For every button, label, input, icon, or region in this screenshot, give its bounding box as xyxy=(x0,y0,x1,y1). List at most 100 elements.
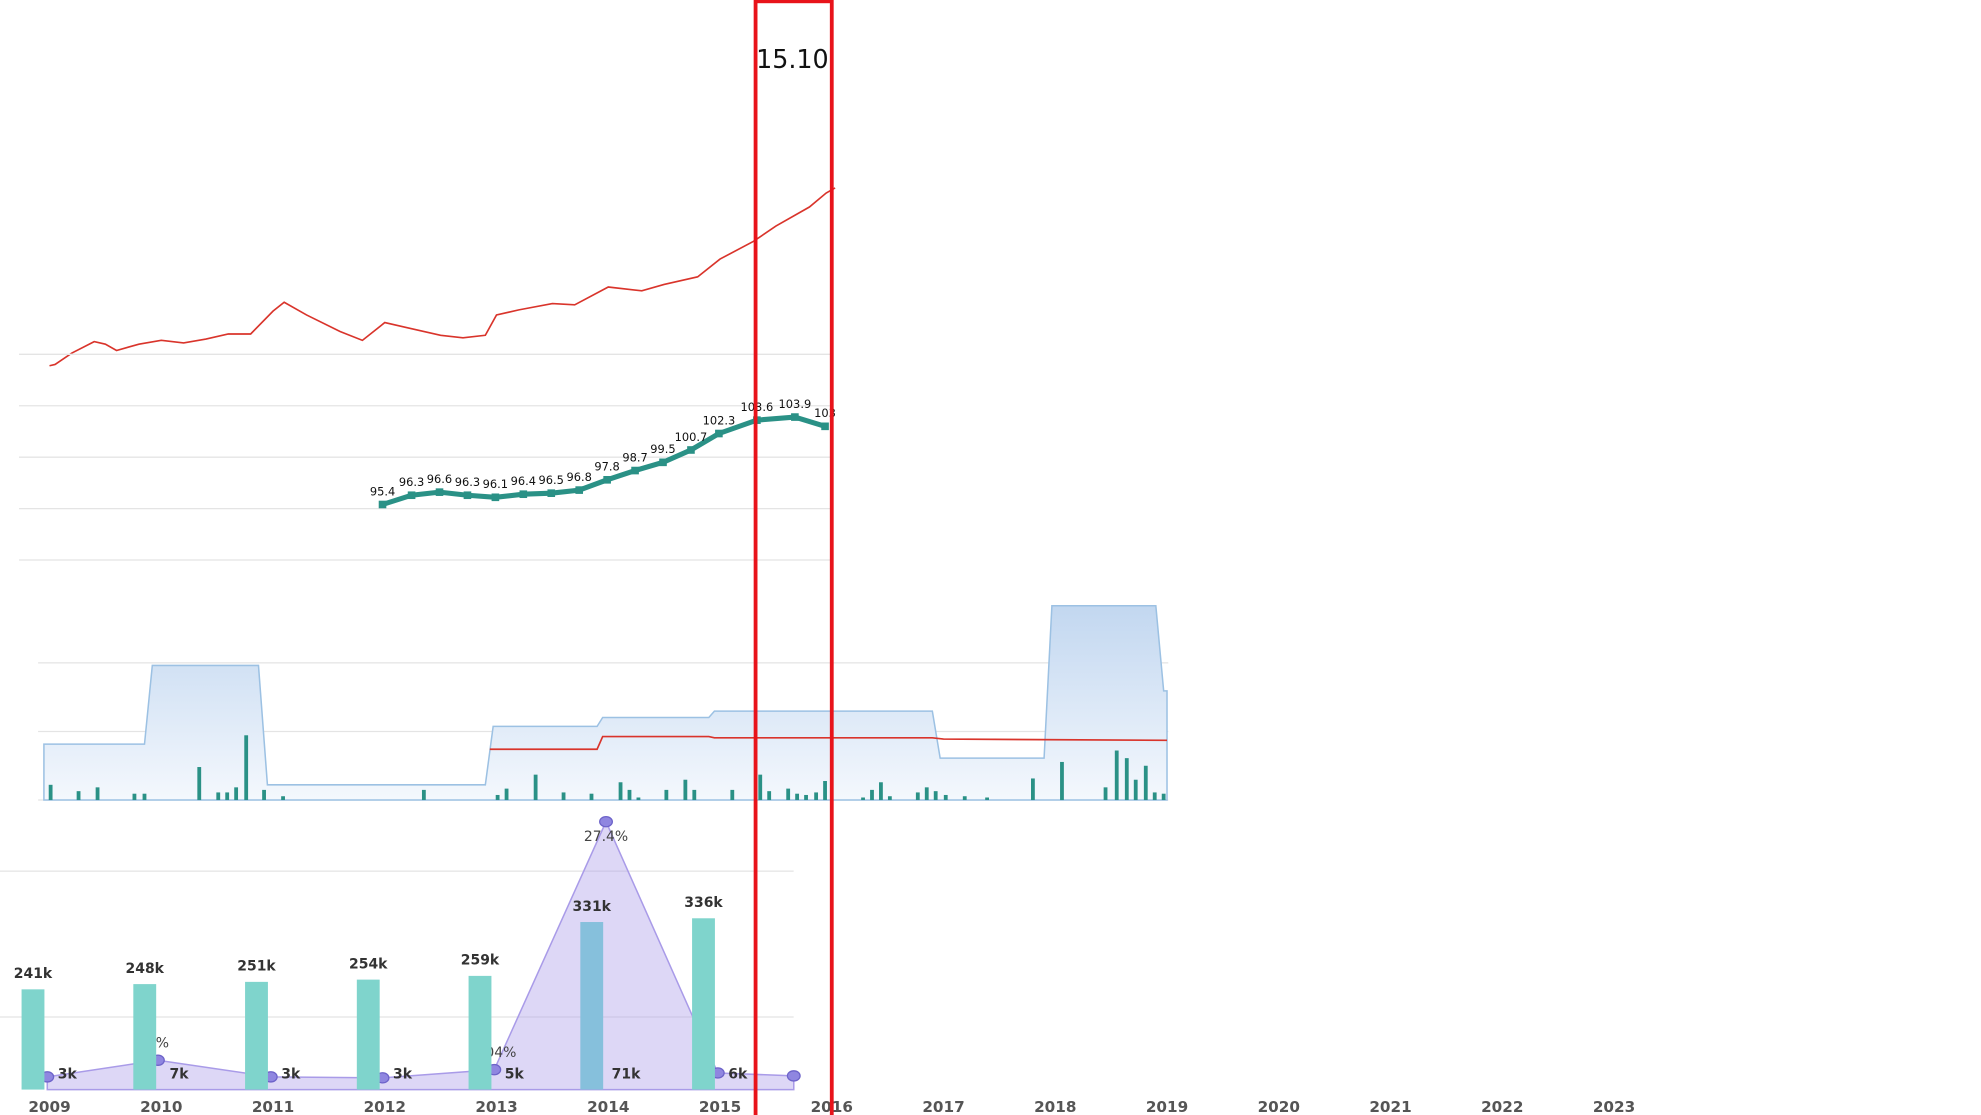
value-label: 6k xyxy=(728,1066,748,1082)
bar xyxy=(692,789,697,801)
bar xyxy=(1031,778,1035,801)
marker xyxy=(491,493,500,502)
bar xyxy=(664,789,669,801)
bar-label: 331k xyxy=(573,899,612,915)
x-tick-label: 2022 xyxy=(1481,1098,1523,1115)
bar xyxy=(234,787,239,801)
bar xyxy=(795,793,800,801)
bar-label: 336k xyxy=(684,895,723,911)
bar xyxy=(580,922,604,1090)
data-label: 103.9 xyxy=(779,397,812,411)
bar xyxy=(1124,758,1129,801)
data-label: 97.8 xyxy=(594,460,619,474)
bar xyxy=(216,792,221,801)
value-label: 3k xyxy=(393,1066,413,1082)
bar-label: 248k xyxy=(126,961,165,977)
bar xyxy=(618,782,623,801)
bar xyxy=(281,796,285,801)
value-label: 7k xyxy=(170,1066,190,1082)
bar xyxy=(730,789,735,801)
bar xyxy=(767,791,772,801)
bar xyxy=(692,918,715,1090)
x-tick-label: 2011 xyxy=(252,1098,294,1115)
data-label: 100.7 xyxy=(675,430,708,444)
line xyxy=(49,187,836,367)
x-tick-label: 2020 xyxy=(1258,1098,1300,1115)
marker xyxy=(575,486,584,494)
data-label: 96.3 xyxy=(399,475,424,489)
marker xyxy=(435,488,444,496)
x-tick-label: 2017 xyxy=(922,1098,964,1115)
bar xyxy=(924,787,929,801)
bar xyxy=(861,797,865,801)
data-label: 96.4 xyxy=(511,474,536,488)
data-label: 98.7 xyxy=(622,450,647,464)
bar-label: 259k xyxy=(461,953,500,969)
marker xyxy=(603,475,611,484)
x-tick-label: 2021 xyxy=(1369,1098,1411,1115)
marker xyxy=(463,491,472,500)
marker xyxy=(519,490,528,499)
bar xyxy=(786,788,791,801)
bar xyxy=(1143,765,1148,801)
data-label: 99.5 xyxy=(650,442,675,456)
marker xyxy=(378,500,387,509)
x-tick-label: 2015 xyxy=(699,1098,741,1115)
point xyxy=(786,1070,801,1082)
bar xyxy=(132,793,137,801)
highlight-label: 15.10 xyxy=(756,44,829,74)
bar xyxy=(870,789,874,801)
line xyxy=(489,735,1168,751)
bar xyxy=(962,796,967,801)
marker xyxy=(547,489,556,497)
data-label: 96.1 xyxy=(483,477,508,491)
bar xyxy=(683,779,688,801)
bar xyxy=(636,797,641,801)
marker xyxy=(407,491,416,500)
bar xyxy=(356,979,380,1090)
marker xyxy=(687,446,695,454)
bar-label: 241k xyxy=(14,966,53,982)
bar xyxy=(823,780,827,801)
bar-label: 251k xyxy=(237,959,276,975)
area xyxy=(43,604,1168,801)
marker xyxy=(659,458,667,467)
bar xyxy=(1114,750,1119,801)
data-label: 27.4% xyxy=(584,829,628,845)
data-label: 102.3 xyxy=(703,413,736,427)
x-tick-label: 2012 xyxy=(364,1098,406,1115)
bar xyxy=(21,989,45,1090)
bar xyxy=(1161,793,1166,801)
bar xyxy=(1103,787,1108,801)
x-tick-label: 2013 xyxy=(475,1098,517,1115)
x-tick-label: 2009 xyxy=(28,1098,70,1115)
bar xyxy=(225,792,230,801)
bar xyxy=(244,735,249,801)
bar xyxy=(495,794,500,801)
data-label: 96.8 xyxy=(566,470,591,484)
bar xyxy=(561,792,566,801)
bar xyxy=(133,984,157,1090)
data-label: 96.6 xyxy=(427,472,452,486)
value-label: 3k xyxy=(281,1066,301,1082)
bar xyxy=(589,793,594,801)
x-tick-label: 2023 xyxy=(1593,1098,1635,1115)
bar xyxy=(985,797,989,801)
value-label: 3k xyxy=(58,1066,78,1082)
x-tick-label: 2010 xyxy=(140,1098,182,1115)
plot-layer: 2009 2010 2011 2012 2013 2014 2015 2016 2017 2018… xyxy=(0,187,1635,1115)
bar xyxy=(245,981,268,1090)
bar xyxy=(533,774,538,801)
value-label: 71k xyxy=(612,1066,641,1082)
bar xyxy=(142,793,147,801)
bar xyxy=(48,784,53,801)
marker xyxy=(821,422,829,431)
data-label: 95.4 xyxy=(370,484,395,498)
bar xyxy=(1133,779,1138,801)
line xyxy=(381,414,826,507)
bar xyxy=(804,794,808,801)
bar xyxy=(1060,761,1064,801)
bar xyxy=(933,791,938,801)
bar xyxy=(1152,792,1157,801)
